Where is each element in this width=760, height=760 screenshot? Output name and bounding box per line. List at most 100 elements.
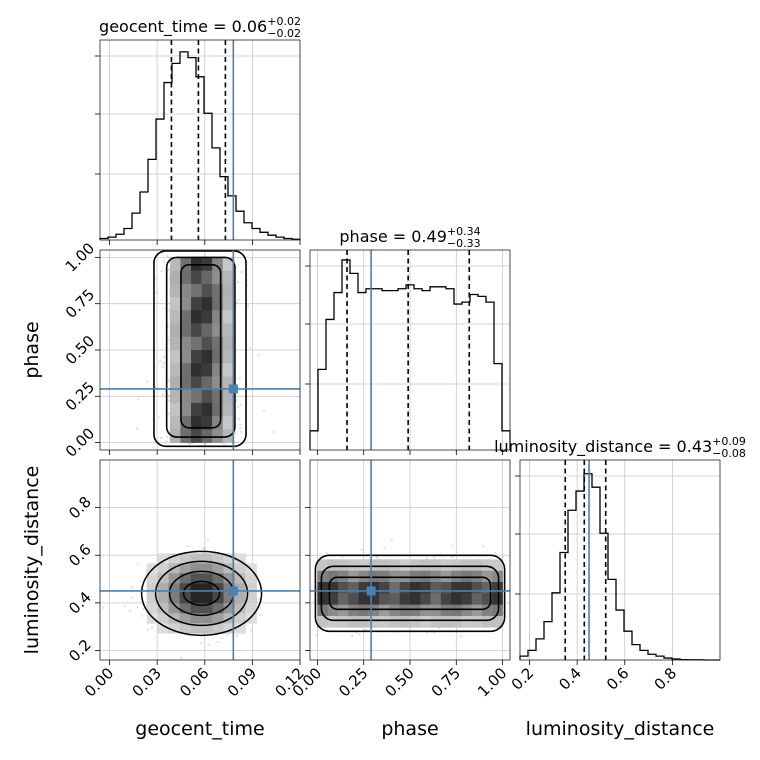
density-cell <box>451 604 462 617</box>
sample-point <box>128 610 131 613</box>
sample-point <box>236 634 239 637</box>
y-tick-label: 0.50 <box>62 332 98 368</box>
sample-point <box>136 563 139 566</box>
x-tick-label: 0.4 <box>555 664 585 694</box>
density-cell <box>492 604 503 617</box>
x-tick-label: 0.2 <box>508 664 538 694</box>
y-axis-label-luminosity_distance: luminosity_distance <box>21 466 43 655</box>
density-cell <box>358 559 370 571</box>
density-cell <box>212 257 224 271</box>
y-tick-label: 0.25 <box>62 378 98 414</box>
density-cell <box>368 559 380 571</box>
density-cell <box>201 389 213 404</box>
density-cell <box>471 593 483 605</box>
hist-panel-geocent_time-bg <box>100 40 300 240</box>
density-cell <box>368 616 380 628</box>
density-cell <box>180 283 192 298</box>
density-cell <box>180 336 192 351</box>
density-cell <box>191 350 202 364</box>
density-cell <box>222 402 234 417</box>
density-cell <box>190 613 202 624</box>
sample-point <box>259 614 262 617</box>
density-cell <box>201 623 213 634</box>
contour-mid <box>165 256 236 438</box>
title-median: 0.49 <box>411 227 447 246</box>
contour-mid <box>154 560 249 627</box>
density-cell <box>201 429 213 443</box>
contour-outer <box>153 250 247 448</box>
density-cell <box>379 616 390 628</box>
density-cell <box>379 582 390 594</box>
density-cell <box>179 613 191 624</box>
sample-point <box>234 432 237 435</box>
density-cell <box>358 582 370 594</box>
density-cell <box>201 283 213 298</box>
density-cell <box>471 582 483 594</box>
density-cell <box>201 363 213 377</box>
contour-core <box>182 580 221 607</box>
x-tick-label: 1.00 <box>474 664 510 700</box>
y-axis-label-phase: phase <box>21 321 43 378</box>
sample-point <box>375 555 378 559</box>
sample-point <box>247 304 250 307</box>
density-cell <box>379 570 390 583</box>
density-cell <box>201 583 213 594</box>
density-cell <box>461 582 473 594</box>
sample-point <box>501 556 504 559</box>
density-cell <box>201 323 213 338</box>
density-cell <box>201 297 213 311</box>
density-cell <box>222 376 234 390</box>
sample-point <box>146 380 149 383</box>
density-cell <box>440 559 452 571</box>
density-cell <box>223 603 235 614</box>
sample-point <box>250 629 253 632</box>
x-tick-label: 0.25 <box>335 664 371 700</box>
density-cell <box>337 582 349 594</box>
density-cell <box>327 559 339 571</box>
sample-point <box>358 633 361 636</box>
density-cell <box>190 593 202 604</box>
density-cell <box>245 583 257 594</box>
sample-point <box>123 605 126 608</box>
density-cell <box>223 573 235 584</box>
density-cell <box>190 623 202 634</box>
density-cell <box>358 616 370 628</box>
sample-point <box>167 412 170 415</box>
sample-point <box>141 614 144 617</box>
density-cell <box>180 270 192 285</box>
density-cell <box>234 563 246 574</box>
density-cell <box>169 257 181 271</box>
density-cell <box>212 623 224 634</box>
density-cell <box>169 376 181 390</box>
sample-point <box>239 403 242 406</box>
panel-title-phase: phase = 0.49+0.34 −0.33 <box>339 225 480 250</box>
density-cell <box>410 559 421 571</box>
density-cell <box>169 323 181 338</box>
density-cell <box>348 582 359 594</box>
sample-point <box>238 377 241 380</box>
density-cell <box>179 623 191 634</box>
density-cell <box>389 582 401 594</box>
density-cell <box>471 559 483 571</box>
density-cell <box>471 570 483 583</box>
density-cell <box>201 593 213 604</box>
density-cell <box>389 593 401 605</box>
sample-point <box>273 431 276 434</box>
sample-point <box>136 398 140 401</box>
sample-point <box>350 634 354 638</box>
sample-point <box>383 547 386 550</box>
sample-point <box>160 270 163 273</box>
histogram-step-geocent_time <box>99 51 301 240</box>
density-cell <box>169 283 181 298</box>
sample-point <box>135 427 139 430</box>
sample-point <box>206 538 210 541</box>
sample-point <box>166 435 169 438</box>
sample-point <box>222 442 225 445</box>
x-tick-label: 0.00 <box>81 664 117 700</box>
histogram-step-luminosity_distance <box>519 473 720 661</box>
density-cell <box>180 297 192 311</box>
sample-point <box>189 442 192 445</box>
sample-point <box>186 545 189 548</box>
density-cell <box>492 559 503 571</box>
sample-point <box>257 353 260 356</box>
